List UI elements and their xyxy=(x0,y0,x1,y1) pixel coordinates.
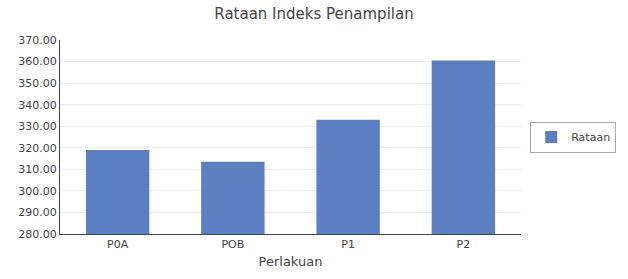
svg-text:330.00: 330.00 xyxy=(18,120,57,133)
svg-text:P0A: P0A xyxy=(107,238,129,251)
svg-text:Rataan: Rataan xyxy=(571,131,610,144)
svg-text:POB: POB xyxy=(221,238,244,251)
svg-text:310.00: 310.00 xyxy=(18,163,57,176)
svg-text:280.00: 280.00 xyxy=(18,228,57,241)
svg-text:300.00: 300.00 xyxy=(18,185,57,198)
svg-text:P2: P2 xyxy=(457,238,471,251)
svg-text:320.00: 320.00 xyxy=(18,142,57,155)
svg-text:290.00: 290.00 xyxy=(18,206,57,219)
svg-text:360.00: 360.00 xyxy=(18,55,57,68)
svg-text:Rataan Indeks Penampilan: Rataan Indeks Penampilan xyxy=(214,5,413,23)
svg-text:340.00: 340.00 xyxy=(18,99,57,112)
svg-text:P1: P1 xyxy=(341,238,355,251)
svg-text:Perlakuan: Perlakuan xyxy=(259,254,323,269)
svg-text:370.00: 370.00 xyxy=(18,34,57,47)
svg-text:350.00: 350.00 xyxy=(18,77,57,90)
